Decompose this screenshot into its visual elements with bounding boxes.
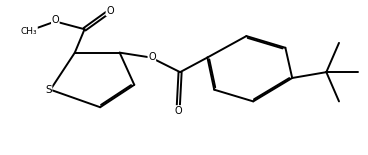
Text: O: O bbox=[148, 52, 156, 62]
Text: O: O bbox=[52, 16, 59, 25]
Text: S: S bbox=[45, 85, 52, 95]
Text: O: O bbox=[106, 6, 114, 16]
Text: O: O bbox=[174, 106, 182, 116]
Text: CH₃: CH₃ bbox=[21, 27, 37, 36]
